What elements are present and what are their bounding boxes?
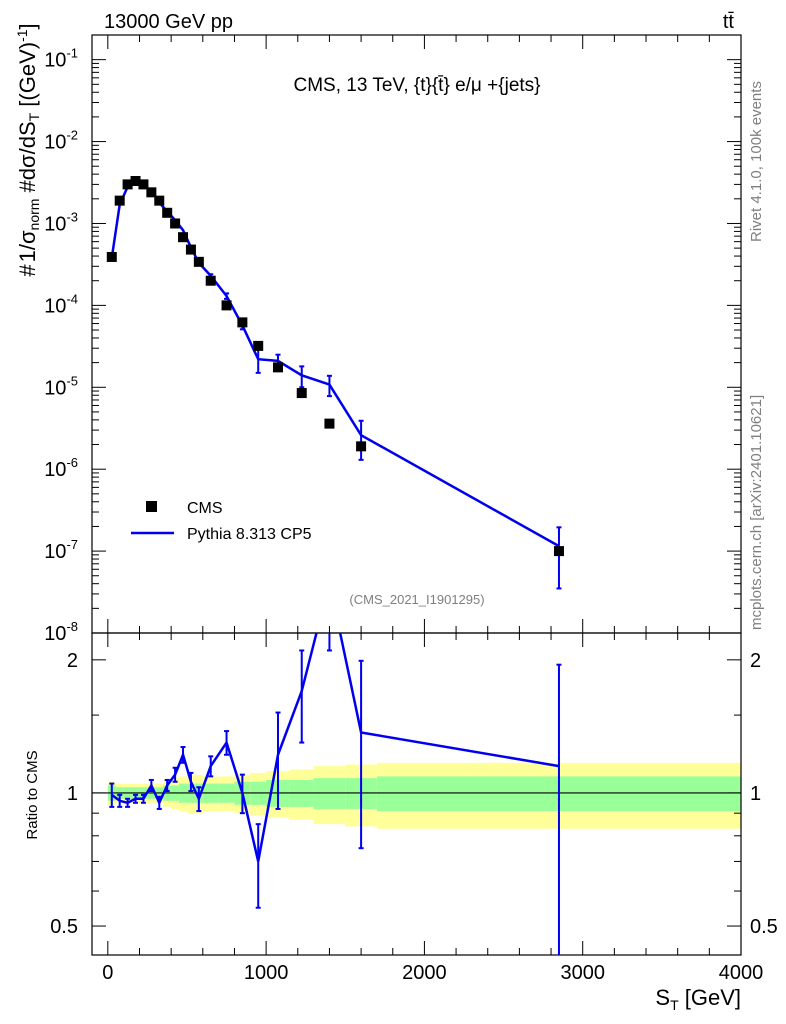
ratio-y-tick-label-right: 0.5	[750, 916, 778, 938]
ratio-y-tick-label-left: 2	[67, 650, 78, 672]
y-axis-label-ratio: Ratio to CMS	[24, 750, 41, 839]
ratio-y-tick-label-right: 2	[750, 650, 761, 672]
cms-data-point	[138, 179, 149, 190]
y-tick-label: 10-6	[44, 455, 78, 481]
x-tick-label: 0	[102, 962, 113, 984]
cms-data-point	[178, 232, 189, 243]
cms-data-point	[130, 175, 141, 186]
cms-data-point	[253, 340, 264, 351]
cms-data-point	[324, 418, 335, 429]
cms-data-point	[553, 546, 564, 557]
cms-data-point	[154, 195, 165, 206]
y-tick-label: 10-7	[44, 537, 78, 563]
data-layer	[106, 175, 564, 955]
cms-data-point	[296, 388, 307, 399]
legend: CMS Pythia 8.313 CP5	[131, 500, 312, 543]
cms-data-point	[205, 275, 216, 286]
header-left: 13000 GeV pp	[104, 11, 233, 33]
ratio-series-layer	[109, 633, 562, 955]
rivet-label: Rivet 4.1.0, 100k events	[748, 81, 765, 242]
cms-data-point	[170, 218, 181, 229]
ratio-band-inner	[313, 778, 346, 809]
cms-data-point	[106, 251, 117, 262]
main-title: CMS, 13 TeV, {t}{t̄} e/μ +{jets}	[293, 75, 540, 96]
ratio-y-tick-label-left: 1	[67, 783, 78, 805]
header-right: tt̄	[723, 11, 735, 33]
y-tick-label: 10-5	[44, 373, 78, 399]
plot-frames	[91, 34, 742, 956]
tick-labels: 0 1000 2000 3000 4000 10-8 10-7 10-6 10-5 10-4 10-…	[44, 46, 778, 984]
legend-marker-cms	[146, 501, 157, 512]
axis-ticks	[92, 34, 742, 955]
x-axis-label: ST [GeV]	[655, 985, 741, 1013]
x-tick-label: 4000	[719, 962, 764, 984]
ratio-y-tick-label-right: 1	[750, 783, 761, 805]
cms-data-point	[356, 441, 367, 452]
main-panel-frame	[91, 34, 742, 634]
watermark: (CMS_2021_I1901295)	[349, 592, 484, 607]
legend-label-pythia: Pythia 8.313 CP5	[187, 526, 312, 543]
y-tick-label: 10-1	[44, 46, 78, 72]
cms-data-point	[272, 362, 283, 373]
x-tick-label: 2000	[402, 962, 447, 984]
cms-data-point	[237, 317, 248, 328]
cms-data-point	[114, 195, 125, 206]
cms-data-point	[185, 244, 196, 255]
ratio-panel-frame	[91, 632, 742, 956]
legend-label-cms: CMS	[187, 500, 223, 517]
ratio-y-tick-label-left: 0.5	[50, 916, 78, 938]
cms-data-point	[221, 300, 232, 311]
cms-data-point	[122, 179, 133, 190]
cms-data-point	[146, 187, 157, 198]
x-tick-label: 1000	[244, 962, 289, 984]
y-tick-label: 10-8	[44, 619, 78, 645]
mcplots-label: mcplots.cern.ch [arXiv:2401.10621]	[748, 395, 765, 630]
y-tick-label: 10-3	[44, 209, 78, 235]
y-axis-label-main: #1/σnorm #dσ/dST [(GeV)-1]	[14, 23, 42, 276]
y-tick-label: 10-4	[44, 291, 78, 317]
cms-data-point	[193, 256, 204, 267]
cms-data-point	[162, 207, 173, 218]
x-tick-label: 3000	[560, 962, 605, 984]
y-tick-label: 10-2	[44, 128, 78, 154]
